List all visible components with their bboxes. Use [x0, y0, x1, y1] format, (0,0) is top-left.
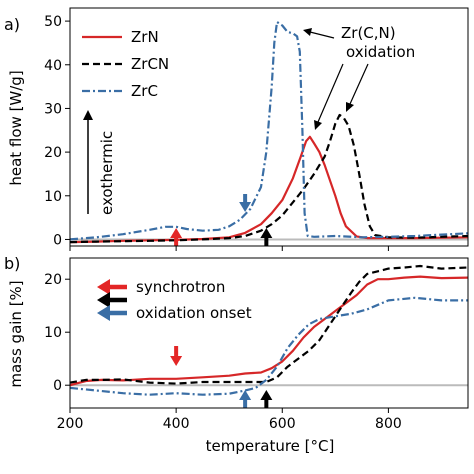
annotation-arrowhead-zrc	[303, 28, 312, 36]
annotation-arrow-zrn	[317, 63, 344, 123]
onset-marker-zrc-a	[239, 202, 252, 212]
y-axis-label-a: heat flow [W/g]	[7, 70, 25, 185]
annotation-arrow-zrcn	[349, 63, 369, 105]
legend-label-zrn: ZrN	[131, 28, 159, 46]
plot-frame-b	[69, 257, 469, 409]
legend-arrowhead-red	[97, 279, 110, 295]
legend-b-line2: oxidation onset	[136, 304, 252, 322]
panel-a-label: a)	[4, 15, 20, 34]
legend-arrowhead-black	[97, 292, 110, 308]
annotation-arrowhead-zrn	[314, 120, 322, 130]
series-zrcn-b	[70, 264, 468, 385]
x-tick-label: 600	[269, 416, 296, 432]
y-tick-label-b: 10	[44, 325, 62, 341]
y-tick-label-a: 20	[44, 145, 62, 161]
y-tick-label-a: 30	[44, 101, 62, 117]
y-axis-label-b: mass gain [%]	[7, 280, 25, 387]
annotation-arrow-zrc	[309, 31, 335, 39]
y-tick-label-b: 0	[53, 378, 62, 394]
onset-marker-zrc-b	[239, 390, 252, 400]
series-zrc-b	[70, 296, 468, 396]
y-tick-label-b: 20	[44, 272, 62, 288]
exothermic-arrowhead	[83, 110, 93, 120]
annotation-line2: oxidation	[346, 43, 415, 61]
legend-arrowhead-blue	[97, 305, 110, 321]
exothermic-label: exothermic	[98, 131, 116, 215]
y-tick-label-a: 0	[53, 232, 62, 248]
legend-b-line1: synchrotron	[136, 278, 225, 296]
panel-b-label: b)	[4, 254, 20, 273]
y-tick-label-a: 50	[44, 14, 62, 30]
onset-marker-zrcn-a	[260, 228, 273, 238]
series-zrn-b	[70, 275, 468, 387]
annotation-line1: Zr(C,N)	[341, 24, 396, 42]
onset-marker-zrn-b	[170, 356, 183, 366]
onset-marker-zrn-a	[170, 228, 183, 238]
x-tick-label: 800	[375, 416, 402, 432]
legend-b: synchrotron oxidation onset	[97, 278, 252, 322]
mass-gain-panel: 0 10 20 200 400 600 800 synchrotron oxidation …	[7, 257, 469, 455]
annotation-arrowhead-zrcn	[346, 102, 354, 112]
series-zrc-a	[70, 20, 468, 241]
x-tick-label: 400	[163, 416, 190, 432]
x-tick-label: 200	[57, 416, 84, 432]
heat-flow-panel: 0 10 20 30 40 50 exothermic ZrN ZrCN ZrC Zr(C…	[7, 7, 469, 251]
x-axis-label: temperature [°C]	[206, 437, 335, 455]
series-zrcn-a	[70, 113, 468, 244]
plot-frame-a	[69, 7, 469, 247]
y-tick-label-a: 10	[44, 189, 62, 205]
legend-label-zrcn: ZrCN	[131, 55, 169, 73]
legend-a: ZrN ZrCN ZrC	[82, 28, 169, 100]
onset-marker-zrcn-b	[260, 390, 273, 400]
y-tick-label-a: 40	[44, 58, 62, 74]
legend-label-zrc: ZrC	[131, 82, 158, 100]
